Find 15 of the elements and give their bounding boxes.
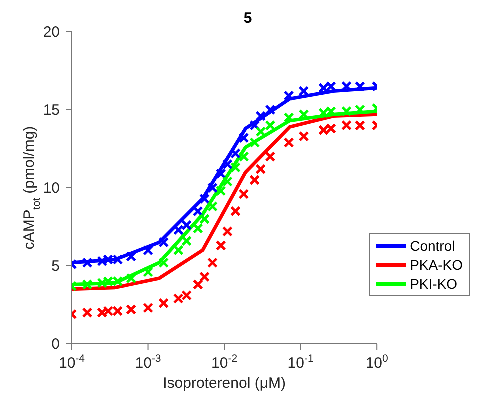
y-tick-label: 5 bbox=[52, 258, 60, 275]
y-tick-label: 20 bbox=[43, 24, 60, 41]
legend-label: PKI-KO bbox=[410, 276, 458, 292]
x-axis-title: Isoproterenol (μM) bbox=[163, 375, 286, 392]
x-tick-label: 10$^{-4}$ bbox=[58, 353, 86, 372]
x-tick-label: 10$^{0}$ bbox=[366, 353, 389, 372]
legend-label: Control bbox=[410, 238, 456, 254]
x-tick-label: 10$^{-3}$ bbox=[135, 353, 162, 372]
x-tick-label: 10$^{-2}$ bbox=[212, 353, 238, 372]
y-tick-label: 15 bbox=[43, 102, 60, 119]
y-tick-label: 10 bbox=[43, 180, 60, 197]
chart-title: 5 bbox=[244, 10, 252, 27]
legend-label: PKA-KO bbox=[410, 256, 463, 272]
y-tick-label: 0 bbox=[52, 336, 60, 353]
x-tick-label: 10$^{-1}$ bbox=[288, 353, 314, 372]
